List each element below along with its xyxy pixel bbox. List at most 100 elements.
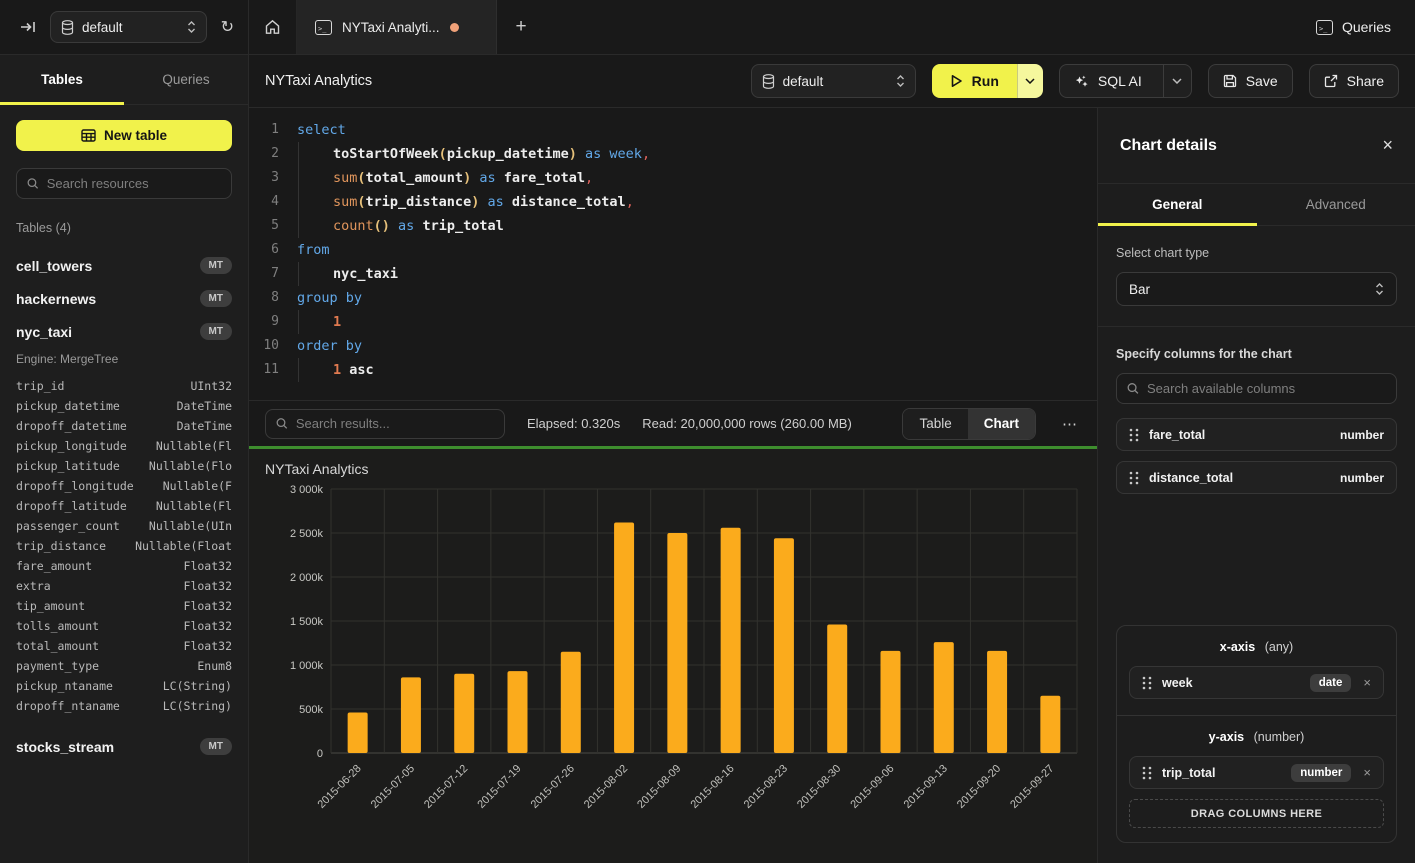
bar-2015-07-05[interactable] (400, 677, 421, 753)
code-line: nyc_taxi (297, 262, 1097, 286)
rows-read: Read: 20,000,000 rows (260.00 MB) (642, 416, 852, 431)
chevron-down-icon (1172, 78, 1182, 84)
column-chip-week[interactable]: week date × (1129, 666, 1384, 699)
bar-2015-07-19[interactable] (507, 671, 528, 753)
bar-2015-08-02[interactable] (614, 522, 635, 753)
run-options-button[interactable] (1016, 64, 1043, 98)
columns-section-label: Specify columns for the chart (1116, 347, 1292, 361)
remove-chip-button[interactable]: × (1363, 675, 1371, 690)
chart-type-select[interactable]: Bar (1116, 272, 1397, 306)
bar-chart[interactable]: 0 500k 1 000k 1 500k 2 000k 2 500k 3 000k 2015-… (265, 481, 1095, 863)
engine-badge: MT (199, 323, 232, 340)
chart-type-label: Select chart type (1116, 246, 1210, 260)
line-number: 11 (263, 362, 279, 377)
bar-2015-09-06[interactable] (880, 650, 901, 753)
drag-handle-icon[interactable] (1129, 428, 1139, 442)
view-toggle-table[interactable]: Table (903, 408, 968, 439)
details-tab-advanced[interactable]: Advanced (1257, 184, 1415, 225)
column-chip-trip_total[interactable]: trip_total number × (1129, 756, 1384, 789)
sql-ai-button[interactable]: SQL AI (1060, 65, 1154, 97)
results-search-input[interactable] (295, 416, 494, 431)
column-type: DateTime (176, 419, 232, 433)
run-button[interactable]: Run (931, 64, 1017, 98)
unsaved-changes-dot (449, 22, 459, 32)
sql-editor[interactable]: 1 select 2 toStartOfWeek(pickup_datetime) a… (249, 108, 1097, 400)
details-tab-general[interactable]: General (1098, 184, 1257, 226)
table-row-cell_towers[interactable]: cell_towers MT (16, 249, 232, 282)
axis-tick-label: 1 000k (290, 660, 324, 672)
bar-2015-09-27[interactable] (1040, 695, 1061, 753)
home-button[interactable] (249, 0, 297, 54)
database-selector[interactable]: default (50, 11, 207, 43)
code-line: group by (297, 290, 363, 306)
column-type: LC(String) (162, 699, 232, 713)
drop-zone[interactable]: DRAG COLUMNS HERE (1129, 799, 1384, 828)
editor-line: 4 sum(trip_distance) as distance_total, (249, 190, 1097, 214)
results-search[interactable] (265, 408, 505, 439)
bar-2015-07-26[interactable] (560, 651, 581, 753)
tab-nytaxi-analytics[interactable]: >_ NYTaxi Analyti... (297, 0, 497, 54)
collapse-sidebar-button[interactable] (20, 20, 36, 34)
sidebar-search[interactable] (16, 168, 232, 199)
axis-tick-label: 2015-08-30 (795, 763, 843, 811)
editor-line: 6 from (249, 238, 1097, 262)
column-type: Nullable(Fl (155, 439, 232, 453)
column-type: Nullable(Fl (155, 499, 232, 513)
new-table-button[interactable]: New table (16, 120, 232, 151)
bar-2015-09-13[interactable] (933, 642, 954, 753)
chevron-updown-icon (187, 21, 195, 33)
new-tab-button[interactable]: + (497, 0, 545, 54)
queries-button[interactable]: >_ Queries (1315, 19, 1391, 35)
more-options-button[interactable]: ⋯ (1058, 415, 1081, 433)
sidebar-tab-tables[interactable]: Tables (0, 55, 124, 105)
column-name: extra (16, 579, 51, 593)
columns-search-input[interactable] (1147, 381, 1386, 396)
search-icon (276, 418, 288, 429)
column-chip-fare_total[interactable]: fare_total number (1116, 418, 1397, 451)
table-row-nyc_taxi[interactable]: nyc_taxi MT (16, 315, 232, 348)
refresh-button[interactable]: ↻ (220, 19, 234, 36)
columns-search[interactable] (1116, 373, 1397, 404)
chevron-updown-icon (896, 75, 904, 87)
engine-badge: MT (199, 257, 232, 274)
save-button[interactable]: Save (1207, 64, 1293, 98)
close-panel-button[interactable]: × (1382, 135, 1393, 155)
column-name: pickup_latitude (16, 459, 120, 473)
indent-guide (298, 214, 299, 238)
drag-handle-icon[interactable] (1142, 676, 1152, 690)
search-icon (27, 178, 39, 189)
bar-2015-09-20[interactable] (987, 650, 1008, 753)
sql-ai-options-button[interactable] (1162, 65, 1191, 97)
sql-ai-button-group: SQL AI (1058, 64, 1192, 98)
sidebar-search-input[interactable] (46, 176, 221, 191)
drag-handle-icon[interactable] (1142, 766, 1152, 780)
drag-handle-icon[interactable] (1129, 471, 1139, 485)
chart-details-title: Chart details (1120, 136, 1217, 154)
column-type: Nullable(Flo (148, 459, 232, 473)
sidebar-tab-queries[interactable]: Queries (124, 55, 248, 104)
share-button[interactable]: Share (1308, 64, 1399, 98)
share-button-label: Share (1346, 73, 1384, 89)
run-button-label: Run (971, 73, 999, 89)
bar-2015-08-30[interactable] (827, 624, 848, 753)
column-row: payment_type Enum8 (16, 656, 232, 676)
axis-tick-label: 0 (317, 748, 323, 760)
axis-tick-label: 2015-09-13 (902, 763, 950, 811)
bar-2015-08-16[interactable] (720, 527, 741, 753)
bar-2015-08-23[interactable] (773, 538, 794, 753)
remove-chip-button[interactable]: × (1363, 765, 1371, 780)
table-row-stocks_stream[interactable]: stocks_stream MT (16, 730, 232, 763)
bar-2015-08-09[interactable] (667, 533, 688, 753)
bar-2015-07-12[interactable] (454, 673, 475, 753)
column-type: Enum8 (197, 659, 232, 673)
column-chip-distance_total[interactable]: distance_total number (1116, 461, 1397, 494)
view-toggle-chart[interactable]: Chart (967, 408, 1035, 439)
code-line: from (297, 242, 330, 258)
line-number: 3 (271, 170, 279, 185)
axis-tick-label: 2015-09-06 (848, 763, 896, 811)
table-row-hackernews[interactable]: hackernews MT (16, 282, 232, 315)
toolbar-database-selector[interactable]: default (750, 64, 916, 98)
table-name: stocks_stream (16, 738, 115, 755)
bar-2015-06-28[interactable] (347, 712, 368, 753)
column-row: dropoff_latitude Nullable(Fl (16, 496, 232, 516)
